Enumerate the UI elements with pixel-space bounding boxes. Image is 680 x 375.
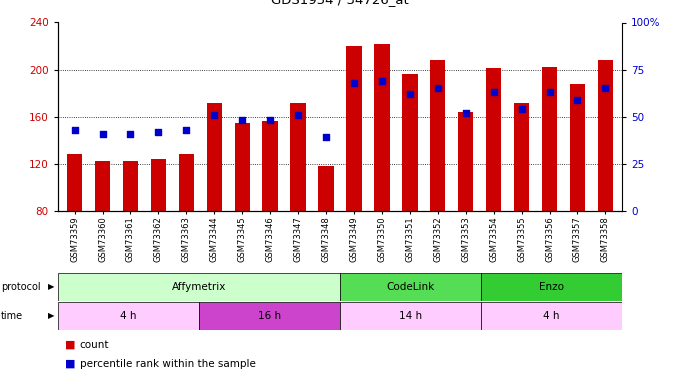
- Point: [405, 91, 415, 97]
- Point: [432, 86, 443, 92]
- Bar: [514, 102, 529, 211]
- Bar: [318, 166, 334, 211]
- Point: [460, 110, 471, 116]
- Bar: [95, 161, 110, 211]
- Point: [125, 130, 136, 136]
- Text: 4 h: 4 h: [543, 311, 560, 321]
- Bar: [262, 122, 278, 211]
- Bar: [123, 161, 138, 211]
- Bar: [458, 112, 473, 211]
- Text: ▶: ▶: [48, 282, 54, 291]
- Bar: [199, 302, 340, 330]
- Point: [265, 117, 275, 123]
- Text: ■: ■: [65, 359, 79, 369]
- Bar: [542, 67, 557, 211]
- Point: [69, 127, 80, 133]
- Bar: [58, 273, 340, 301]
- Bar: [402, 74, 418, 211]
- Bar: [598, 60, 613, 211]
- Point: [600, 86, 611, 92]
- Bar: [340, 273, 481, 301]
- Point: [209, 112, 220, 118]
- Point: [237, 117, 248, 123]
- Text: Affymetrix: Affymetrix: [172, 282, 226, 292]
- Bar: [67, 154, 82, 211]
- Point: [544, 89, 555, 95]
- Bar: [179, 154, 194, 211]
- Point: [349, 80, 360, 86]
- Point: [292, 112, 303, 118]
- Bar: [486, 68, 501, 211]
- Text: protocol: protocol: [1, 282, 40, 292]
- Point: [572, 97, 583, 103]
- Text: 16 h: 16 h: [258, 311, 281, 321]
- Text: count: count: [80, 340, 109, 350]
- Bar: [481, 273, 622, 301]
- Point: [488, 89, 499, 95]
- Bar: [346, 46, 362, 211]
- Text: ▶: ▶: [48, 311, 54, 320]
- Text: 4 h: 4 h: [120, 311, 137, 321]
- Point: [320, 134, 331, 140]
- Text: percentile rank within the sample: percentile rank within the sample: [80, 359, 256, 369]
- Text: 14 h: 14 h: [399, 311, 422, 321]
- Text: CodeLink: CodeLink: [386, 282, 435, 292]
- Bar: [207, 102, 222, 211]
- Point: [516, 106, 527, 112]
- Bar: [290, 102, 306, 211]
- Text: Enzo: Enzo: [539, 282, 564, 292]
- Bar: [151, 159, 166, 211]
- Point: [377, 78, 388, 84]
- Text: GDS1954 / 34726_at: GDS1954 / 34726_at: [271, 0, 409, 6]
- Point: [181, 127, 192, 133]
- Point: [153, 129, 164, 135]
- Bar: [374, 44, 390, 211]
- Text: time: time: [1, 311, 23, 321]
- Bar: [430, 60, 445, 211]
- Bar: [570, 84, 585, 211]
- Bar: [481, 302, 622, 330]
- Bar: [340, 302, 481, 330]
- Bar: [58, 302, 199, 330]
- Bar: [235, 123, 250, 211]
- Text: ■: ■: [65, 340, 79, 350]
- Point: [97, 130, 108, 136]
